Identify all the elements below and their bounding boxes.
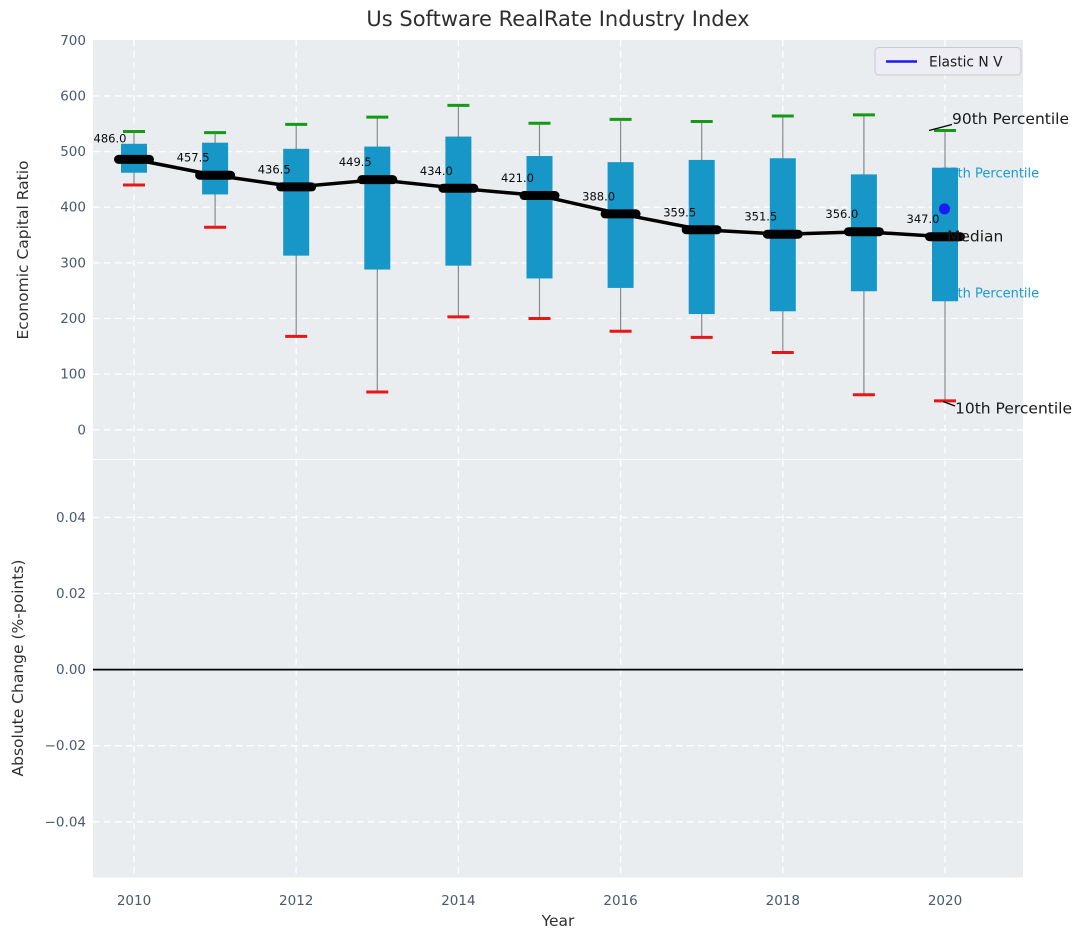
median-marker-2020: [925, 232, 965, 242]
median-value-label-2019: 356.0: [825, 207, 858, 221]
median-value-label-2013: 449.5: [339, 155, 372, 169]
median-marker-2018: [762, 229, 803, 239]
legend-box: [874, 47, 1022, 76]
annotation-10th-percentile: 10th Percentile: [955, 400, 1072, 418]
median-value-label-2010: 486.0: [94, 131, 127, 145]
annotation-leader-10th: [942, 400, 956, 407]
iqr-box-2011: [202, 142, 229, 195]
median-marker-2012: [276, 182, 317, 192]
iqr-box-2017: [688, 159, 715, 315]
median-value-label-2017: 359.5: [663, 205, 696, 219]
annotation-75th-percentile: 75th Percentile: [941, 167, 1039, 182]
top-y-tick-label: 700: [60, 33, 86, 49]
x-tick-label: 2018: [766, 893, 800, 909]
top-y-tick-label: 100: [60, 367, 86, 383]
top-y-tick-label: 400: [60, 200, 86, 216]
median-marker-2015: [519, 191, 560, 201]
bottom-y-tick-label: 0.04: [56, 510, 86, 526]
median-value-label-2018: 351.5: [744, 210, 777, 224]
x-tick-label: 2016: [603, 893, 637, 909]
iqr-box-2013: [364, 146, 391, 270]
annotation-25th-percentile: 25th Percentile: [941, 287, 1039, 302]
legend-label: Elastic N V: [929, 55, 1003, 71]
x-tick-label: 2020: [928, 893, 962, 909]
median-value-label-2014: 434.0: [420, 164, 453, 178]
median-marker-2017: [681, 225, 722, 235]
iqr-box-2014: [445, 136, 472, 266]
chart-title: Us Software RealRate Industry Index: [366, 7, 750, 31]
bottom-y-tick-label: 0.00: [56, 662, 86, 678]
bottom-y-tick-label: −0.04: [45, 814, 86, 830]
iqr-box-2015: [526, 156, 553, 279]
median-marker-2016: [600, 209, 641, 219]
x-tick-label: 2014: [441, 893, 475, 909]
median-marker-2013: [357, 175, 398, 185]
top-y-tick-label: 300: [60, 255, 86, 271]
x-axis-label: Year: [541, 912, 575, 930]
iqr-box-2016: [607, 162, 634, 288]
annotation-leader-90th: [928, 123, 953, 132]
top-y-tick-label: 200: [60, 311, 86, 327]
annotation-median: Median: [947, 228, 1003, 246]
top-plot-area: [93, 40, 1023, 459]
median-value-label-2015: 421.0: [501, 171, 534, 185]
median-marker-2011: [195, 170, 236, 180]
median-marker-2010: [114, 154, 154, 164]
annotation-90th-percentile: 90th Percentile: [952, 110, 1069, 128]
median-value-label-2011: 457.5: [177, 151, 210, 165]
bottom-y-tick-label: 0.02: [56, 586, 86, 602]
top-y-axis-label: Economic Capital Ratio: [14, 160, 32, 340]
median-value-label-2020: 347.0: [907, 212, 940, 226]
median-value-label-2012: 436.5: [258, 162, 291, 176]
top-y-tick-label: 500: [60, 144, 86, 160]
median-marker-2019: [843, 227, 884, 237]
iqr-box-2012: [283, 148, 310, 256]
median-value-label-2016: 388.0: [582, 189, 615, 203]
x-tick-label: 2012: [279, 893, 313, 909]
x-tick-label: 2010: [117, 893, 151, 909]
median-marker-2014: [438, 183, 479, 193]
top-y-tick-label: 0: [77, 422, 86, 438]
bottom-y-axis-label: Absolute Change (%-points): [9, 559, 27, 777]
bottom-y-tick-label: −0.02: [45, 738, 86, 754]
elastic-point: [939, 203, 950, 215]
top-y-tick-label: 600: [60, 88, 86, 104]
